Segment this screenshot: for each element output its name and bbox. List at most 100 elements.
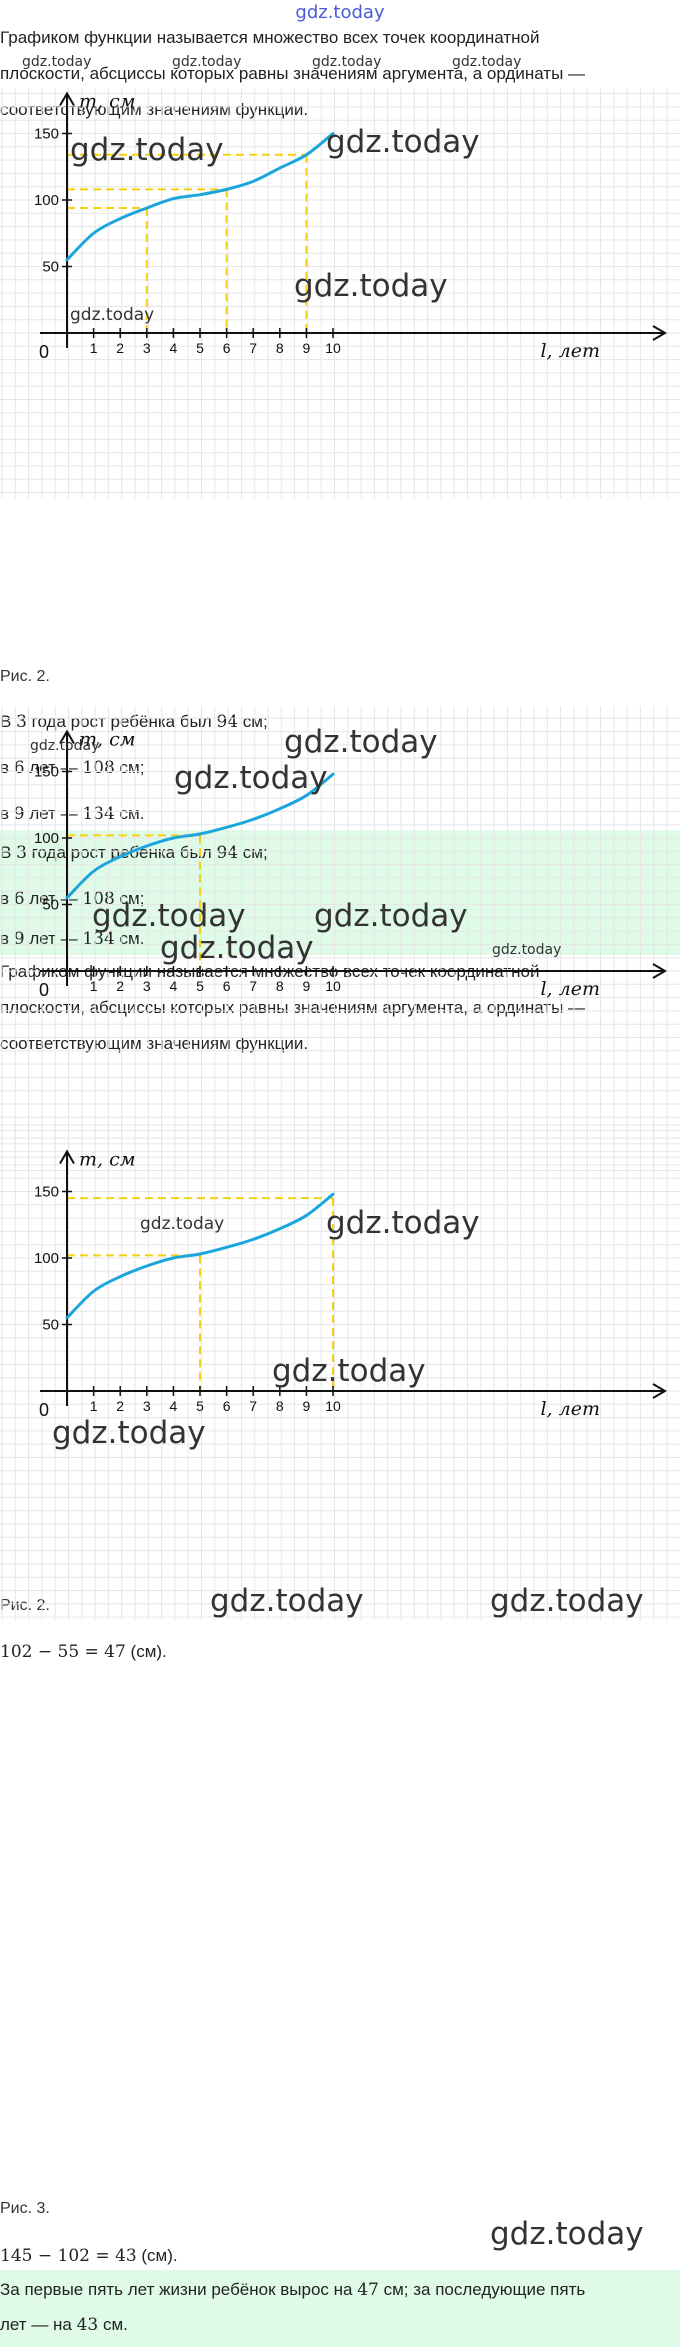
figure-caption: Рис. 3.	[0, 2200, 50, 2217]
figure-1: 1 2 3 4 5 6 7 8 9 10 50 100 150 0 l, лет m, см gdz.today…	[0, 88, 680, 498]
definition-line: Графиком функции называется множество вс…	[0, 28, 540, 47]
figure-caption: Рис. 2.	[0, 668, 50, 685]
series-line	[65, 772, 335, 900]
x-axis-label: l, лет	[540, 978, 600, 1000]
x-tick-label: 7	[249, 978, 257, 994]
watermark: gdz.today	[284, 724, 438, 760]
y-axis-label: m, см	[79, 1149, 136, 1171]
series-line	[65, 132, 335, 262]
definition-line: соответствующим значениям функции.	[0, 100, 309, 119]
y-axis-arrow	[59, 91, 75, 107]
calculation-2: 145 − 102 = 43 (см).	[0, 2246, 178, 2266]
x-tick-label: 3	[143, 1398, 151, 1414]
x-axis-label: l, лет	[540, 340, 600, 362]
x-tick-label: 1	[90, 1398, 98, 1414]
x-tick-label: 4	[170, 1398, 178, 1414]
x-tick-label: 9	[303, 340, 311, 356]
x-tick-label: 8	[276, 978, 284, 994]
x-axis-arrow	[652, 1383, 667, 1399]
watermark: gdz.today	[52, 1415, 206, 1451]
x-tick-label: 7	[249, 340, 257, 356]
x-tick-label: 5	[196, 1398, 204, 1414]
x-tick-label: 10	[325, 1398, 341, 1414]
site-logo[interactable]: gdz.today	[295, 2, 385, 23]
y-axis-label: m, см	[79, 91, 136, 113]
definition-line: соответствующим значениям функции.	[0, 1034, 309, 1053]
y-axis-arrow	[59, 729, 75, 745]
watermark: gdz.today	[490, 1583, 644, 1619]
x-tick-label: 8	[276, 340, 284, 356]
watermark: gdz.today	[140, 1214, 224, 1234]
definition-line: плоскости, абсциссы которых равны значен…	[0, 64, 586, 83]
x-tick-label: 3	[143, 978, 151, 994]
calculation-1: 102 − 55 = 47 (см).	[0, 1642, 167, 1662]
x-tick-label: 9	[303, 978, 311, 994]
watermark: gdz.today	[312, 54, 382, 70]
y-tick-label: 100	[34, 1250, 59, 1267]
x-tick-label: 10	[325, 340, 341, 356]
x-tick-label: 1	[90, 340, 98, 356]
growth-chart-3: 1 2 3 4 5 6 7 8 9 10 50 100 150 0 l, лет m, см gdz.today…	[0, 1121, 680, 1621]
x-tick-label: 5	[196, 978, 204, 994]
x-tick-label: 4	[170, 978, 178, 994]
y-tick-label: 150	[34, 764, 59, 781]
watermark: gdz.today	[172, 54, 242, 70]
watermark: gdz.today	[326, 124, 480, 160]
watermark: gdz.today	[70, 132, 224, 168]
y-axis-arrow	[59, 1149, 75, 1165]
watermark: gdz.today	[92, 898, 246, 934]
origin-label: 0	[39, 980, 49, 1000]
answer-line: лет — на 43 см.	[0, 2315, 128, 2335]
answer-block-2: За первые пять лет жизни ребёнок вырос н…	[0, 2270, 680, 2347]
watermark: gdz.today	[326, 1205, 480, 1241]
y-tick-label: 50	[42, 259, 59, 276]
watermark: gdz.today	[210, 1583, 364, 1619]
x-tick-label: 2	[116, 978, 124, 994]
watermark: gdz.today	[70, 305, 154, 325]
x-axis-label: l, лет	[540, 1398, 600, 1420]
x-tick-label: 7	[249, 1398, 257, 1414]
x-tick-label: 2	[116, 340, 124, 356]
x-tick-label: 6	[223, 978, 231, 994]
x-tick-label: 8	[276, 1398, 284, 1414]
watermark: gdz.today	[294, 268, 448, 304]
x-axis-arrow	[652, 325, 667, 341]
origin-label: 0	[39, 342, 49, 362]
definition-line: плоскости, абсциссы которых равны значен…	[0, 998, 586, 1017]
watermark: gdz.today	[30, 738, 100, 754]
y-tick-label: 100	[34, 830, 59, 847]
x-tick-label: 6	[223, 340, 231, 356]
definition-paragraph: Графиком функции называется множество вс…	[0, 20, 672, 128]
watermark: gdz.today	[174, 760, 328, 796]
answer-line: За первые пять лет жизни ребёнок вырос н…	[0, 2280, 586, 2300]
chart-grid	[0, 1121, 680, 1621]
x-tick-label: 6	[223, 1398, 231, 1414]
watermark: gdz.today	[452, 54, 522, 70]
watermark: gdz.today	[22, 54, 92, 70]
watermark: gdz.today	[492, 942, 562, 958]
y-tick-label: 150	[34, 1184, 59, 1201]
y-tick-label: 50	[42, 1317, 59, 1334]
figure-3: 1 2 3 4 5 6 7 8 9 10 50 100 150 0 l, лет m, см gdz.today…	[0, 1121, 680, 1621]
y-axis-label: m, см	[79, 729, 136, 751]
x-tick-label: 9	[303, 1398, 311, 1414]
x-tick-label: 1	[90, 978, 98, 994]
y-tick-label: 50	[42, 897, 59, 914]
chart-grid	[0, 88, 680, 498]
watermark: gdz.today	[272, 1353, 426, 1389]
series-line	[65, 1192, 335, 1320]
x-tick-label: 3	[143, 340, 151, 356]
y-tick-label: 100	[34, 192, 59, 209]
answer-line: в 9 лет — 134 см.	[0, 929, 145, 949]
x-tick-label: 5	[196, 340, 204, 356]
x-tick-label: 10	[325, 978, 341, 994]
chart-grid	[0, 706, 680, 1171]
watermark: gdz.today	[314, 898, 468, 934]
watermark: gdz.today	[160, 930, 314, 966]
watermark: gdz.today	[490, 2216, 644, 2252]
x-tick-label: 4	[170, 340, 178, 356]
figure-caption: Рис. 2.	[0, 1597, 50, 1614]
x-axis-arrow	[652, 963, 667, 979]
growth-chart-1: 1 2 3 4 5 6 7 8 9 10 50 100 150 0 l, лет m, см gdz.today…	[0, 88, 680, 498]
